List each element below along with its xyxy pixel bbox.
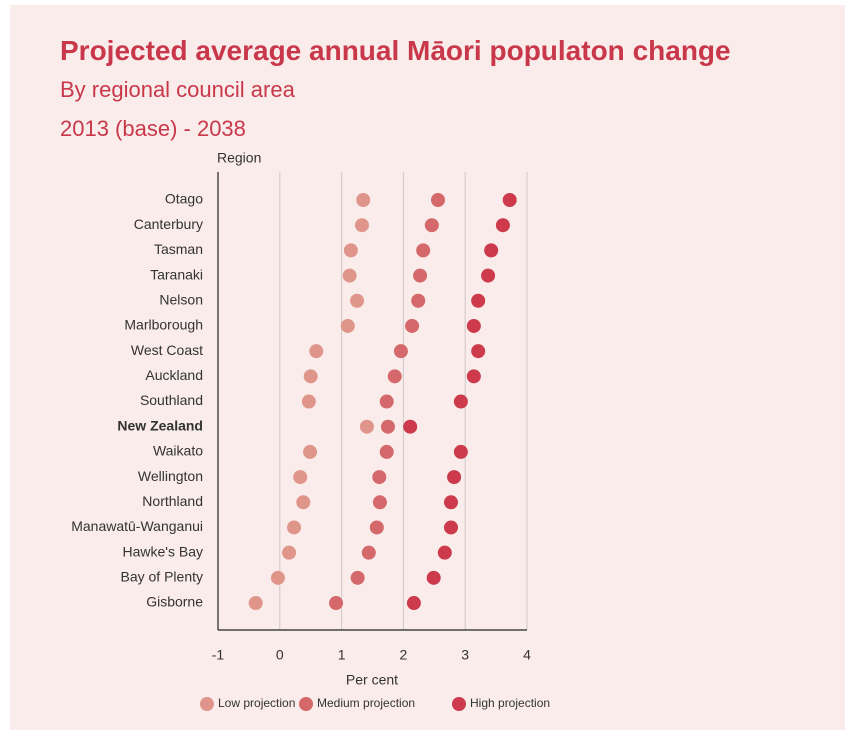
x-tick-label: 3 <box>461 647 469 663</box>
x-tick-label: -1 <box>212 647 225 663</box>
dot <box>301 394 316 409</box>
dot <box>309 344 324 359</box>
dot <box>495 218 510 233</box>
legend-label: High projection <box>470 696 550 710</box>
legend-swatch <box>452 697 466 711</box>
y-tick-label: Auckland <box>145 367 203 383</box>
dot <box>471 293 486 308</box>
y-tick-label: Otago <box>165 191 203 207</box>
y-tick-label: Marlborough <box>124 317 203 333</box>
dot <box>359 419 374 434</box>
legend-swatch <box>200 697 214 711</box>
legend-swatch <box>299 697 313 711</box>
y-tick-label: West Coast <box>131 342 203 358</box>
dot <box>342 268 357 283</box>
dot <box>471 344 486 359</box>
dot <box>403 419 418 434</box>
y-tick-label: Hawke's Bay <box>123 543 203 559</box>
dot <box>248 596 263 611</box>
dot <box>502 193 517 207</box>
dot <box>372 495 387 510</box>
dot <box>453 444 468 459</box>
dot <box>424 218 439 233</box>
legend-label: Medium projection <box>317 696 415 710</box>
dot <box>340 318 355 333</box>
dot <box>437 545 452 560</box>
dot <box>453 394 468 409</box>
x-tick-label: 2 <box>400 647 408 663</box>
dot <box>372 470 387 485</box>
subtitle: By regional council area <box>60 77 296 102</box>
y-tick-label: Bay of Plenty <box>121 569 204 585</box>
dot <box>369 520 384 535</box>
dot <box>405 318 420 333</box>
dot <box>426 570 441 585</box>
y-tick-label: Taranaki <box>150 266 203 282</box>
dot <box>481 268 496 283</box>
background <box>10 5 845 730</box>
dot <box>303 369 318 384</box>
dot <box>387 369 402 384</box>
dot <box>293 470 308 485</box>
dot <box>356 193 371 207</box>
dot <box>413 268 428 283</box>
dot <box>411 293 426 308</box>
dot <box>466 369 481 384</box>
x-tick-label: 0 <box>276 647 284 663</box>
y-tick-label: Southland <box>140 392 203 408</box>
dot <box>379 444 394 459</box>
y-tick-label: Nelson <box>159 291 203 307</box>
dot <box>379 394 394 409</box>
dot <box>447 470 462 485</box>
dot <box>270 570 285 585</box>
dot <box>343 243 358 258</box>
dot <box>484 243 499 258</box>
dot <box>282 545 297 560</box>
dot <box>466 318 481 333</box>
dot <box>350 570 365 585</box>
y-tick-label: Wellington <box>138 468 203 484</box>
y-tick-label: New Zealand <box>117 417 203 433</box>
y-axis-label: Region <box>217 150 261 166</box>
dot <box>361 545 376 560</box>
dot <box>296 495 311 510</box>
y-tick-label: Gisborne <box>146 594 203 610</box>
y-tick-label: Tasman <box>154 241 203 257</box>
dot <box>303 444 318 459</box>
dot <box>329 596 344 611</box>
dot <box>380 419 395 434</box>
x-tick-label: 4 <box>523 647 531 663</box>
dot <box>287 520 302 535</box>
dot <box>431 193 446 207</box>
y-tick-label: Waikato <box>153 443 203 459</box>
y-tick-label: Manawatū-Wanganui <box>71 518 203 534</box>
legend-label: Low projection <box>218 696 295 710</box>
subtitle: 2013 (base) - 2038 <box>60 116 246 141</box>
dot <box>393 344 408 359</box>
dot <box>354 218 369 233</box>
dot <box>350 293 365 308</box>
dot <box>443 495 458 510</box>
chart-title: Projected average annual Māori populaton… <box>60 35 731 66</box>
dot <box>416 243 431 258</box>
y-tick-label: Northland <box>142 493 203 509</box>
x-tick-label: 1 <box>338 647 346 663</box>
dot <box>406 596 421 611</box>
y-tick-label: Canterbury <box>134 216 203 232</box>
dot <box>443 520 458 535</box>
x-axis-label: Per cent <box>346 672 398 688</box>
